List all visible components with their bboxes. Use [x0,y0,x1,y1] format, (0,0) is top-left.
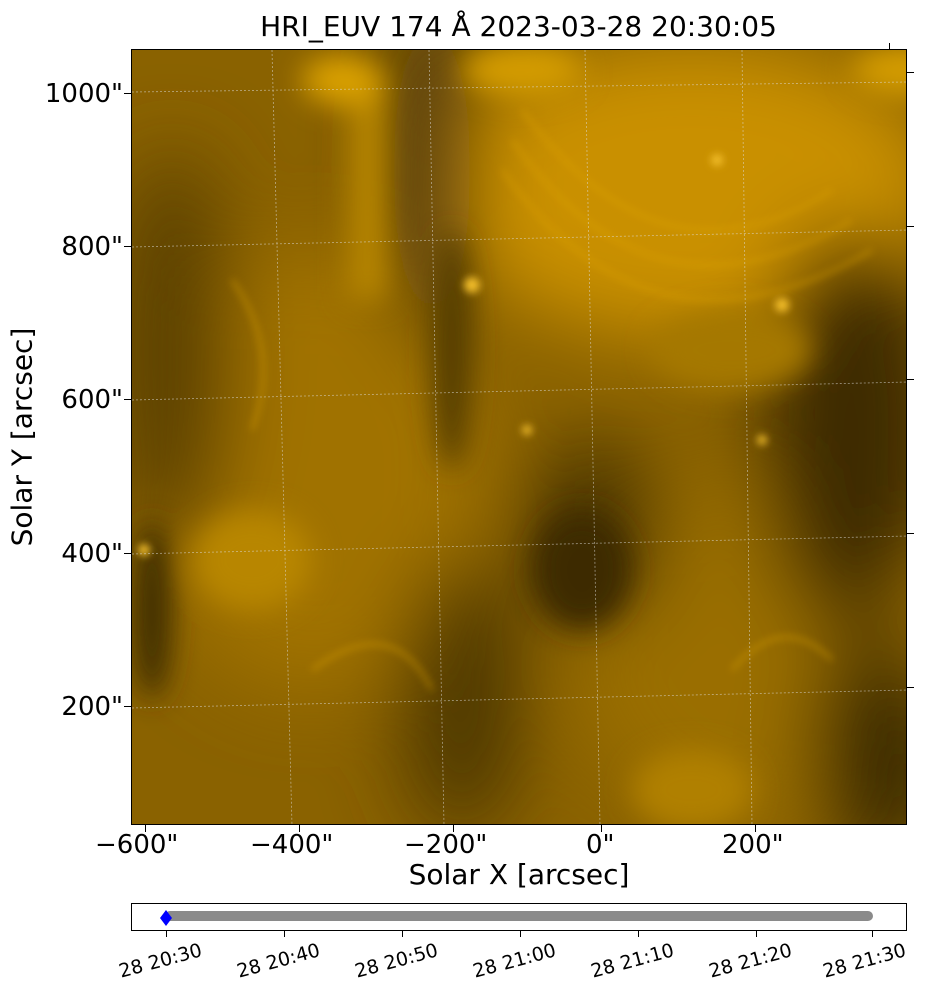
x-tick-mark [145,825,146,832]
y-tick-mark [907,687,914,688]
y-tick-mark [124,399,131,400]
y-tick-label: 1000" [44,79,123,109]
x-tick-mark [755,825,756,832]
y-tick-mark [124,553,131,554]
y-tick-mark [124,706,131,707]
x-tick-mark [453,825,454,832]
y-tick-label: 800" [61,232,123,262]
time-tick-label: 28 20:40 [234,939,323,983]
x-tick-label: 200" [722,830,784,860]
time-tick-label: 28 20:30 [116,939,205,983]
y-tick-label: 400" [61,539,123,569]
y-tick-mark [907,72,914,73]
diamond-icon[interactable] [160,910,172,926]
y-tick-label: 200" [61,692,123,722]
time-tick-mark [872,931,873,937]
time-tick-label: 28 21:30 [820,939,909,983]
time-tick-mark [638,931,639,937]
y-tick-label: 600" [61,385,123,415]
x-tick-mark [601,825,602,832]
x-axis-label: Solar X [arcsec] [408,858,630,891]
time-tick-mark [284,931,285,937]
y-tick-mark [907,226,914,227]
time-tick-label: 28 20:50 [352,939,441,983]
y-tick-mark [907,533,914,534]
x-tick-label: −400" [250,830,334,860]
time-slider[interactable] [131,903,907,931]
x-tick-mark [889,43,890,49]
figure-title: HRI_EUV 174 Å 2023-03-28 20:30:05 [260,10,777,43]
y-axis-label: Solar Y [arcsec] [5,327,39,547]
x-tick-label: −600" [95,830,179,860]
time-tick-label: 28 21:10 [588,939,677,983]
x-tick-label: −200" [404,830,488,860]
time-tick-label: 28 21:20 [706,939,795,983]
time-tick-mark [166,931,167,937]
time-tick-mark [520,931,521,937]
time-tick-label: 28 21:00 [470,939,559,983]
time-tick-mark [402,931,403,937]
time-tick-mark [756,931,757,937]
y-tick-mark [124,93,131,94]
solar-image-panel [131,49,907,825]
y-tick-mark [907,379,914,380]
x-tick-mark [299,825,300,832]
y-tick-mark [124,246,131,247]
euv-image [132,50,906,824]
x-tick-label: 0" [586,830,615,860]
time-range-bar [165,911,873,921]
